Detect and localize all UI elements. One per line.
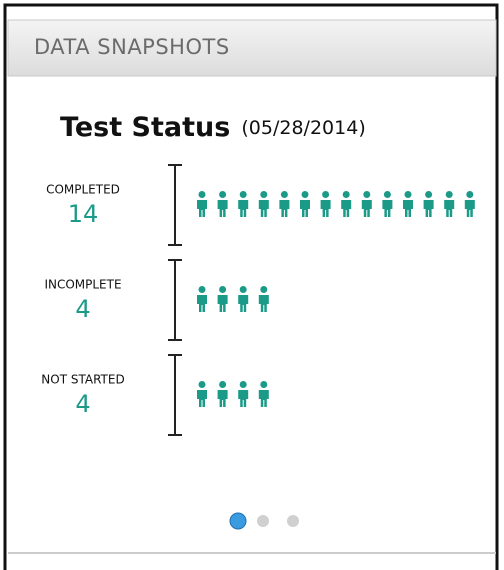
icon-row: [197, 191, 475, 217]
person-body: [361, 200, 372, 217]
person-body: [197, 200, 207, 217]
frame: [3, 3, 499, 570]
person-head: [425, 191, 433, 198]
person-body: [320, 200, 331, 217]
person-head: [260, 381, 268, 388]
icon-row: [197, 381, 269, 407]
person-head: [342, 191, 350, 198]
chart-subtitle: (05/28/2014): [241, 117, 365, 139]
person-body: [464, 200, 475, 217]
person-head: [260, 286, 268, 293]
chart-title-line: Test Status (05/28/2014): [60, 112, 366, 143]
category-label: NOT STARTED: [41, 373, 124, 387]
category-label: COMPLETED: [46, 183, 120, 197]
person-head: [466, 191, 474, 198]
person-body: [238, 200, 249, 217]
category-label: INCOMPLETE: [44, 278, 121, 292]
page-dot[interactable]: [287, 515, 299, 527]
header-bar: [7, 19, 497, 77]
person-body: [382, 200, 393, 217]
chart-title: Test Status: [60, 112, 230, 143]
person-head: [383, 191, 391, 198]
person-head: [322, 191, 330, 198]
person-head: [239, 191, 247, 198]
person-body: [217, 200, 228, 217]
person-head: [219, 381, 227, 388]
person-body: [258, 200, 269, 217]
person-head: [219, 286, 227, 293]
person-head: [301, 191, 309, 198]
person-head: [404, 191, 412, 198]
header-title: DATA SNAPSHOTS: [34, 35, 230, 59]
person-head: [219, 191, 227, 198]
person-body: [238, 295, 249, 312]
person-body: [300, 200, 310, 217]
person-body: [217, 390, 228, 407]
person-head: [280, 191, 288, 198]
person-body: [197, 295, 207, 312]
category-value: 14: [68, 200, 99, 228]
person-head: [198, 286, 206, 293]
person-body: [238, 390, 249, 407]
category-value: 4: [75, 390, 90, 418]
icon-row: [197, 286, 269, 312]
person-body: [258, 295, 269, 312]
person-body: [258, 390, 269, 407]
person-head: [239, 286, 247, 293]
person-body: [279, 200, 290, 217]
category-value: 4: [75, 295, 90, 323]
person-body: [423, 200, 434, 217]
page-dot-active[interactable]: [229, 512, 247, 530]
person-body: [217, 295, 228, 312]
person-body: [403, 200, 413, 217]
person-head: [445, 191, 453, 198]
person-head: [239, 381, 247, 388]
person-head: [198, 191, 206, 198]
person-head: [363, 191, 371, 198]
person-head: [260, 191, 268, 198]
page-dot[interactable]: [257, 515, 269, 527]
person-body: [197, 390, 207, 407]
person-head: [198, 381, 206, 388]
person-body: [444, 200, 455, 217]
person-body: [341, 200, 352, 217]
